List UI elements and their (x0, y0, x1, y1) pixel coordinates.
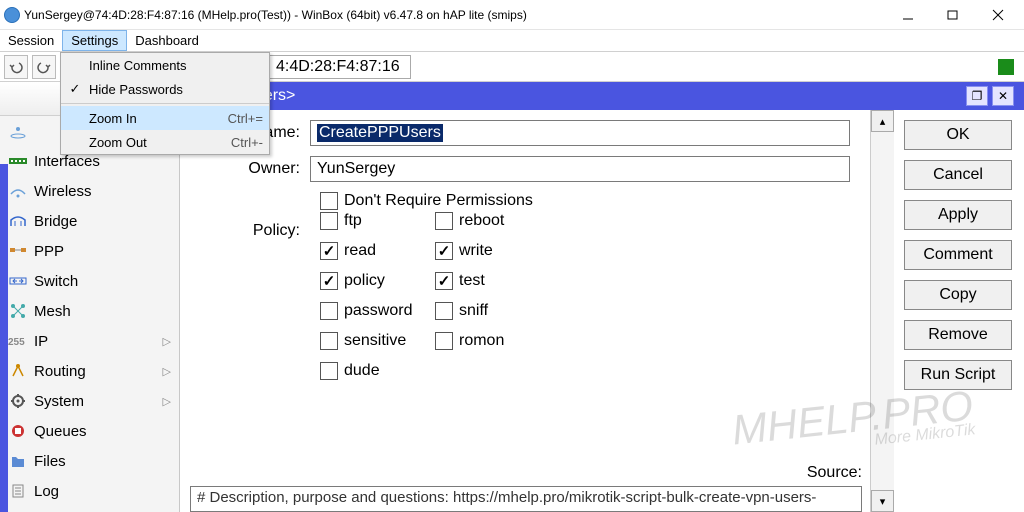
policy-ftp-checkbox[interactable]: ftp (320, 212, 435, 230)
title-bar: YunSergey@74:4D:28:F4:87:16 (MHelp.pro(T… (0, 0, 1024, 30)
app-icon (4, 7, 20, 23)
dropdown-separator (61, 103, 269, 104)
run-script-button[interactable]: Run Script (904, 360, 1012, 390)
checkbox-icon (320, 332, 338, 350)
sidebar-item-system[interactable]: System▷ (0, 386, 179, 416)
menu-bar: Session Settings Dashboard (0, 30, 1024, 52)
policy-dude-checkbox[interactable]: dude (320, 362, 435, 380)
dont-require-checkbox[interactable]: Don't Require Permissions (320, 192, 533, 210)
system-icon (8, 391, 28, 411)
policy-write-checkbox[interactable]: write (435, 242, 550, 260)
settings-dropdown: Inline Comments ✓ Hide Passwords Zoom In… (60, 52, 270, 155)
comment-button[interactable]: Comment (904, 240, 1012, 270)
sidebar-item-wireless[interactable]: Wireless (0, 176, 179, 206)
source-label: Source: (807, 464, 862, 482)
name-input[interactable]: CreatePPPUsers (310, 120, 850, 146)
chevron-right-icon: ▷ (163, 395, 171, 408)
mesh-icon (8, 301, 28, 321)
form-scrollbar[interactable]: ▴ ▾ (870, 110, 894, 512)
sidebar-item-switch[interactable]: Switch (0, 266, 179, 296)
copy-button[interactable]: Copy (904, 280, 1012, 310)
sidebar-item-ppp[interactable]: PPP (0, 236, 179, 266)
action-button-panel: OK Cancel Apply Comment Copy Remove Run … (894, 110, 1024, 512)
checkbox-icon (435, 242, 453, 260)
content-area: atePPPUsers> ❐ ✕ Name: CreatePPPUsers Ow… (180, 82, 1024, 512)
policy-policy-checkbox[interactable]: policy (320, 272, 435, 290)
subwindow-restore-icon[interactable]: ❐ (966, 86, 988, 106)
menu-dashboard[interactable]: Dashboard (127, 30, 207, 51)
sidebar-item-files[interactable]: Files (0, 446, 179, 476)
checkbox-icon (435, 302, 453, 320)
dd-zoom-out[interactable]: Zoom Out Ctrl+- (61, 130, 269, 154)
status-led-icon (998, 59, 1014, 75)
dd-inline-comments[interactable]: Inline Comments (61, 53, 269, 77)
source-input[interactable]: # Description, purpose and questions: ht… (190, 486, 862, 512)
menu-settings[interactable]: Settings (62, 30, 127, 51)
window-title: YunSergey@74:4D:28:F4:87:16 (MHelp.pro(T… (24, 8, 885, 22)
chevron-right-icon: ▷ (163, 365, 171, 378)
bridge-icon (8, 211, 28, 231)
sidebar-item-log[interactable]: Log (0, 476, 179, 506)
undo-button[interactable] (4, 55, 28, 79)
sidebar-item-bridge[interactable]: Bridge (0, 206, 179, 236)
dd-hide-passwords[interactable]: ✓ Hide Passwords (61, 77, 269, 101)
sidebar-item-mesh[interactable]: Mesh (0, 296, 179, 326)
redo-button[interactable] (32, 55, 56, 79)
ip-icon: 255 (8, 331, 28, 351)
checkbox-icon (435, 272, 453, 290)
checkbox-icon (320, 362, 338, 380)
interfaces-icon (8, 151, 28, 171)
apply-button[interactable]: Apply (904, 200, 1012, 230)
form-panel: Name: CreatePPPUsers Owner: YunSergey Do… (180, 110, 870, 512)
owner-label: Owner: (180, 160, 310, 178)
remove-button[interactable]: Remove (904, 320, 1012, 350)
checkbox-icon (320, 212, 338, 230)
subwindow-title-bar: atePPPUsers> ❐ ✕ (180, 82, 1024, 110)
svg-text:255: 255 (8, 337, 25, 347)
subwindow-close-icon[interactable]: ✕ (992, 86, 1014, 106)
sidebar-item-queues[interactable]: Queues (0, 416, 179, 446)
checkbox-icon (435, 332, 453, 350)
minimize-button[interactable] (885, 0, 930, 30)
policy-romon-checkbox[interactable]: romon (435, 332, 550, 350)
checkbox-icon (435, 212, 453, 230)
policy-label: Policy: (180, 222, 310, 240)
policy-sensitive-checkbox[interactable]: sensitive (320, 332, 435, 350)
scroll-down-icon[interactable]: ▾ (871, 490, 894, 512)
scroll-up-icon[interactable]: ▴ (871, 110, 894, 132)
dd-zoom-in[interactable]: Zoom In Ctrl+= (61, 106, 269, 130)
checkbox-icon (320, 272, 338, 290)
switch-icon (8, 271, 28, 291)
queues-icon (8, 421, 28, 441)
checkbox-icon (320, 302, 338, 320)
menu-session[interactable]: Session (0, 30, 62, 51)
subwindow-title: atePPPUsers> (190, 87, 962, 105)
close-button[interactable] (975, 0, 1020, 30)
ok-button[interactable]: OK (904, 120, 1012, 150)
chevron-right-icon: ▷ (163, 335, 171, 348)
policy-sniff-checkbox[interactable]: sniff (435, 302, 550, 320)
policy-test-checkbox[interactable]: test (435, 272, 550, 290)
ppp-icon (8, 241, 28, 261)
policy-password-checkbox[interactable]: password (320, 302, 435, 320)
policy-read-checkbox[interactable]: read (320, 242, 435, 260)
log-icon (8, 481, 28, 501)
sidebar-item-routing[interactable]: Routing▷ (0, 356, 179, 386)
sidebar-item-ip[interactable]: 255IP▷ (0, 326, 179, 356)
check-icon: ✓ (67, 81, 83, 97)
owner-input[interactable]: YunSergey (310, 156, 850, 182)
caps-icon (8, 121, 28, 141)
address-display: 4:4D:28:F4:87:16 (265, 55, 411, 79)
cancel-button[interactable]: Cancel (904, 160, 1012, 190)
routing-icon (8, 361, 28, 381)
files-icon (8, 451, 28, 471)
checkbox-icon (320, 242, 338, 260)
wireless-icon (8, 181, 28, 201)
maximize-button[interactable] (930, 0, 975, 30)
policy-reboot-checkbox[interactable]: reboot (435, 212, 550, 230)
